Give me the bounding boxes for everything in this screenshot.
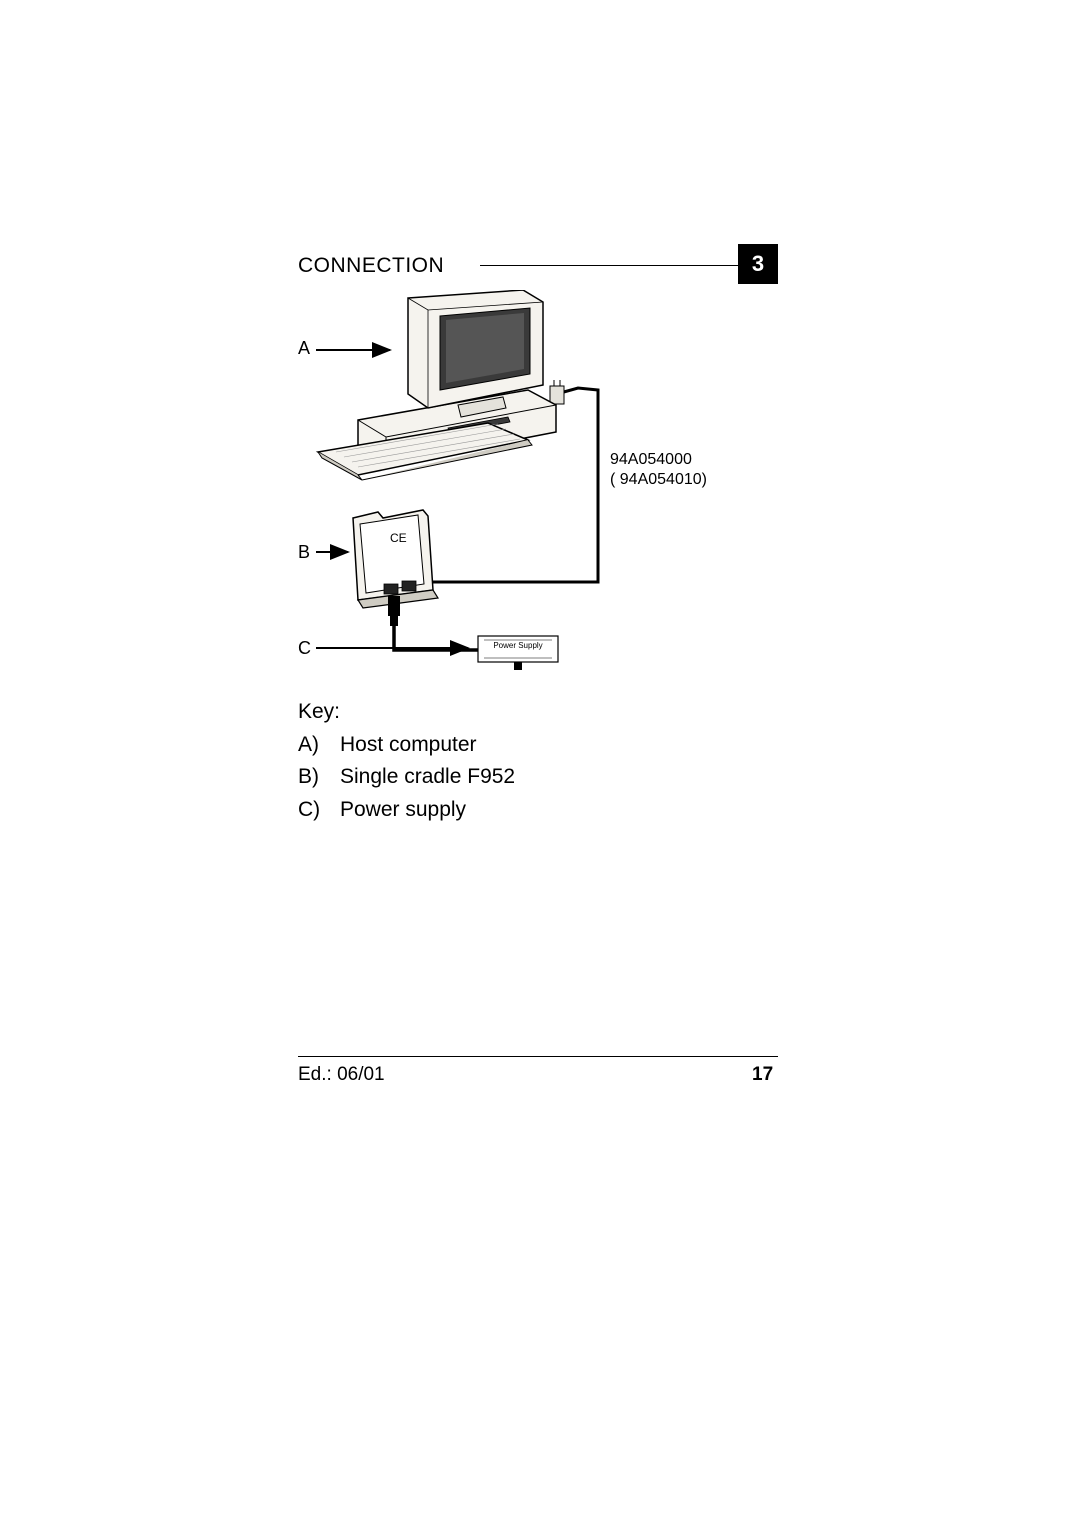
key-letter: A) [298, 729, 340, 762]
cable-part-numbers: 94A054000 ( 94A054010) [610, 450, 707, 490]
key-text: Host computer [340, 729, 477, 762]
key-item: A) Host computer [298, 729, 515, 762]
diagram-label-c: C [298, 638, 311, 659]
connection-diagram: CE Power Supply [298, 290, 778, 680]
cable-part-2: ( 94A054010) [610, 470, 707, 490]
power-supply-label: Power Supply [493, 641, 542, 650]
footer-edition: Ed.: 06/01 [298, 1064, 385, 1086]
cable-part-1: 94A054000 [610, 450, 707, 470]
cradle-icon: CE [353, 510, 438, 608]
power-supply-icon: Power Supply [478, 636, 558, 670]
key-section: Key: A) Host computer B) Single cradle F… [298, 696, 515, 826]
key-text: Single cradle F952 [340, 761, 515, 794]
key-text: Power supply [340, 794, 466, 827]
key-letter: C) [298, 794, 340, 827]
section-title: CONNECTION [298, 254, 776, 278]
key-item: C) Power supply [298, 794, 515, 827]
key-letter: B) [298, 761, 340, 794]
diagram-label-b: B [298, 542, 310, 563]
page: CONNECTION 3 [0, 0, 1080, 1528]
footer-page-number: 17 [752, 1064, 773, 1086]
key-heading: Key: [298, 696, 515, 729]
key-item: B) Single cradle F952 [298, 761, 515, 794]
svg-text:CE: CE [390, 531, 407, 545]
header-rule [480, 265, 738, 266]
footer-rule [298, 1056, 778, 1057]
chapter-badge: 3 [738, 244, 778, 284]
diagram-label-a: A [298, 338, 310, 359]
